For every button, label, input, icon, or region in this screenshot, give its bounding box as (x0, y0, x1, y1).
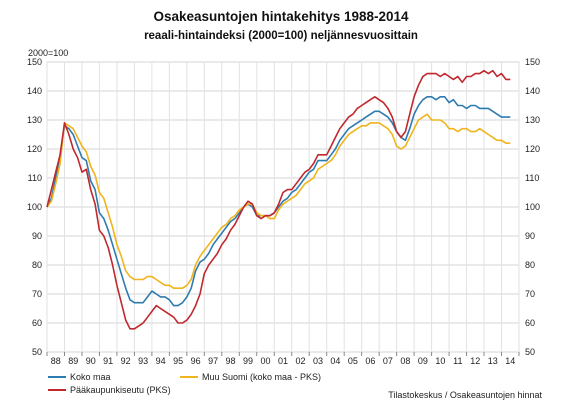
series-line (46, 69, 511, 330)
x-tick-label: 12 (470, 356, 480, 366)
y-tick-label-left: 150 (27, 57, 42, 67)
chart-title: Osakeasuntojen hintakehitys 1988-2014 (153, 9, 409, 24)
legend-label: Muu Suomi (koko maa - PKS) (202, 372, 321, 382)
x-tick-label: 02 (295, 356, 305, 366)
y-tick-label-left: 100 (27, 202, 42, 212)
y-tick-label-right: 90 (525, 231, 535, 241)
y-tick-label-right: 130 (525, 115, 540, 125)
source-note: Tilastokeskus / Osakeasuntojen hinnat (388, 390, 542, 400)
x-tick-label: 01 (278, 356, 288, 366)
series-lines (46, 69, 511, 330)
x-tick-label: 04 (330, 356, 340, 366)
y-tick-label-left: 60 (32, 318, 42, 328)
chart-subtitle: reaali-hintaindeksi (2000=100) neljännes… (144, 30, 418, 42)
x-tick-label: 89 (68, 356, 78, 366)
x-tick-label: 90 (86, 356, 96, 366)
x-tick-label: 11 (453, 356, 462, 366)
y-tick-label-right: 140 (525, 86, 540, 96)
y-axis-label: 2000=100 (28, 48, 68, 58)
x-tick-label: 07 (383, 356, 393, 366)
y-tick-label-left: 50 (32, 347, 42, 357)
x-tick-label: 88 (51, 356, 61, 366)
x-tick-label: 13 (488, 356, 498, 366)
y-tick-label-right: 80 (525, 260, 535, 270)
x-tick-label: 99 (243, 356, 253, 366)
x-tick-label: 08 (400, 356, 410, 366)
y-tick-label-right: 110 (525, 173, 539, 183)
y-tick-label-left: 140 (27, 86, 42, 96)
legend-label: Koko maa (70, 372, 111, 382)
x-tick-label: 10 (435, 356, 445, 366)
y-tick-label-left: 90 (32, 231, 42, 241)
x-tick-label: 14 (505, 356, 515, 366)
y-tick-label-right: 60 (525, 318, 535, 328)
y-tick-label-right: 120 (525, 144, 540, 154)
y-tick-label-left: 130 (27, 115, 42, 125)
y-tick-label-left: 120 (27, 144, 42, 154)
y-tick-label-right: 50 (525, 347, 535, 357)
y-tick-label-left: 110 (28, 173, 42, 183)
series-line (46, 113, 511, 289)
x-tick-label: 06 (365, 356, 375, 366)
x-tick-label: 96 (191, 356, 201, 366)
x-tick-label: 93 (138, 356, 148, 366)
x-tick-label: 09 (418, 356, 428, 366)
y-tick-label-right: 70 (525, 289, 535, 299)
x-tick-label: 98 (226, 356, 236, 366)
legend: Koko maa Pääkaupunkiseutu (PKS) Muu Suomi … (48, 372, 321, 395)
x-tick-label: 94 (156, 356, 166, 366)
y-tick-label-left: 80 (32, 260, 42, 270)
x-tick-label: 00 (261, 356, 271, 366)
series-line (46, 96, 511, 307)
x-tick-label: 92 (121, 356, 131, 366)
x-tick-label: 91 (103, 356, 113, 366)
x-tick-label: 05 (348, 356, 358, 366)
legend-label: Pääkaupunkiseutu (PKS) (70, 385, 171, 395)
x-tick-label: 03 (313, 356, 323, 366)
x-tick-label: 97 (208, 356, 218, 366)
x-tick-label: 95 (173, 356, 183, 366)
y-tick-label-left: 70 (32, 289, 42, 299)
y-tick-label-right: 150 (525, 57, 540, 67)
y-tick-label-right: 100 (525, 202, 540, 212)
